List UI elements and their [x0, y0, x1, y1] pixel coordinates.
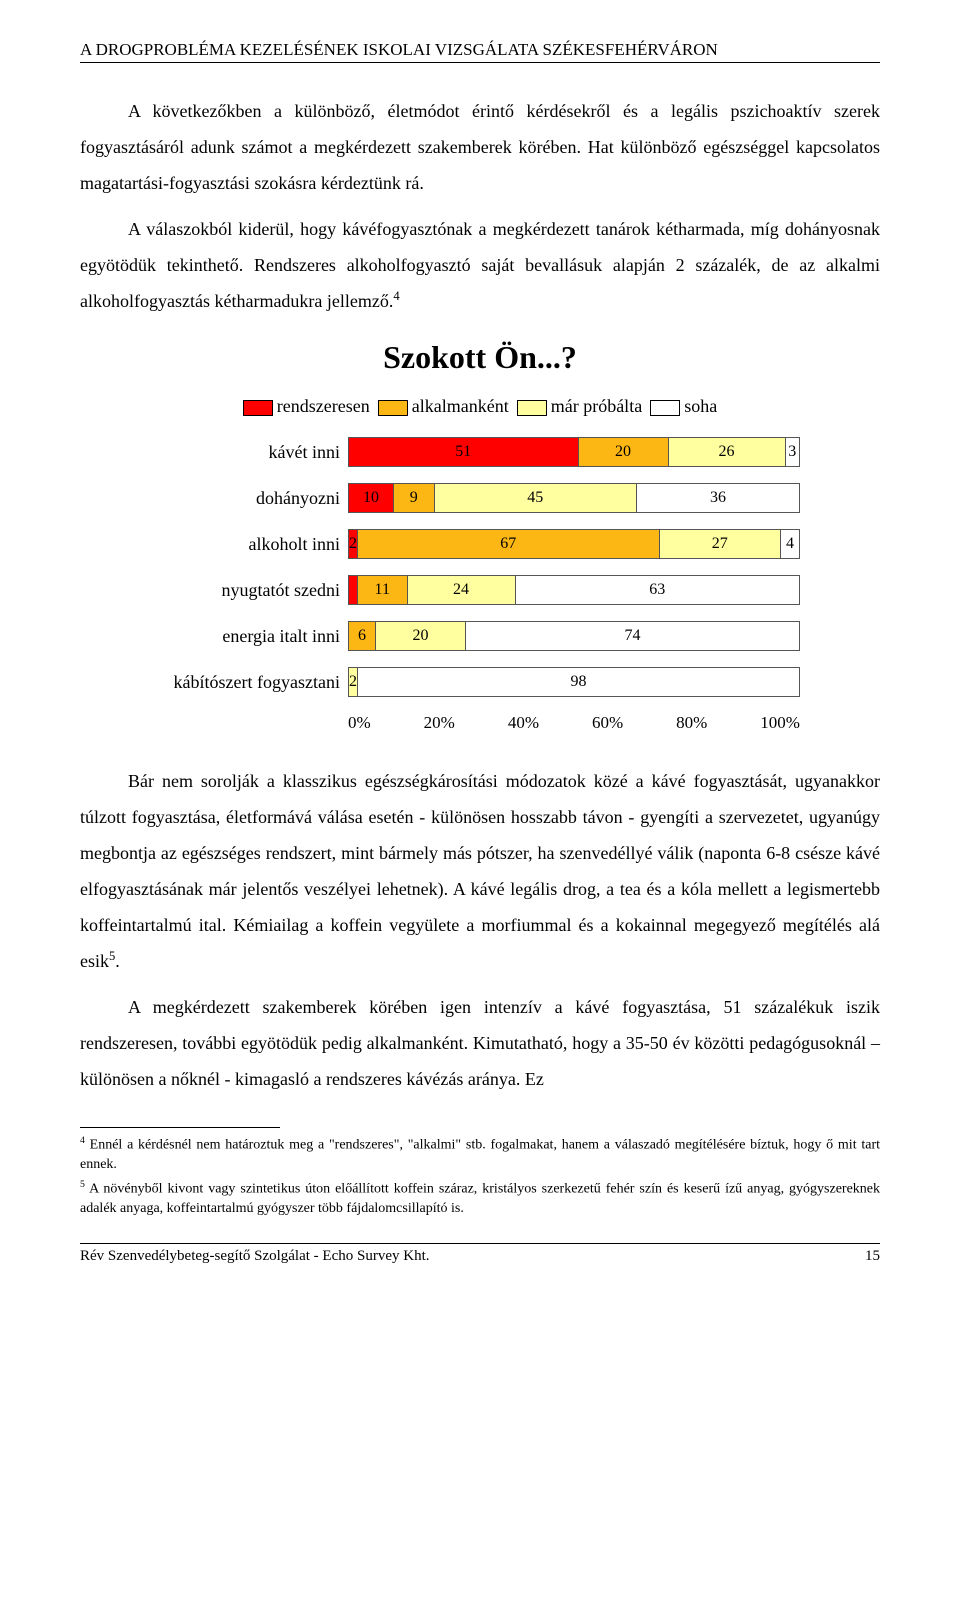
page-header: A DROGPROBLÉMA KEZELÉSÉNEK ISKOLAI VIZSG… [80, 40, 880, 63]
legend-item: alkalmanként [378, 396, 509, 417]
bar-segment: 67 [358, 530, 660, 558]
bar-segment: 45 [435, 484, 638, 512]
axis-tick: 60% [592, 713, 623, 733]
bar-segment: 51 [349, 438, 579, 466]
paragraph-1: A következőkben a különböző, életmódot é… [80, 93, 880, 201]
paragraph-3-tail: . [115, 951, 120, 971]
bar-track: 267274 [348, 529, 800, 559]
legend-label: rendszeresen [277, 396, 370, 416]
legend-label: soha [684, 396, 717, 416]
chart-row: kábítószert fogyasztani298 [160, 667, 800, 697]
axis-tick: 20% [424, 713, 455, 733]
footnote-separator [80, 1127, 280, 1128]
bar-segment: 6 [349, 622, 376, 650]
bar-segment: 20 [579, 438, 669, 466]
chart-row-label: dohányozni [160, 488, 348, 509]
bar-segment: 26 [669, 438, 786, 466]
paragraph-2-text: A válaszokból kiderül, hogy kávéfogyaszt… [80, 219, 880, 311]
chart-row: kávét inni5120263 [160, 437, 800, 467]
page-footer: Rév Szenvedélybeteg-segítő Szolgálat - E… [80, 1243, 880, 1265]
bar-segment: 24 [408, 576, 516, 604]
legend-item: rendszeresen [243, 396, 370, 417]
chart-row-label: kávét inni [160, 442, 348, 463]
chart-row: nyugtatót szedni112463 [160, 575, 800, 605]
chart-row-label: energia italt inni [160, 626, 348, 647]
paragraph-2: A válaszokból kiderül, hogy kávéfogyaszt… [80, 211, 880, 319]
bar-segment: 27 [660, 530, 782, 558]
bar-segment: 36 [637, 484, 799, 512]
legend-label: alkalmanként [412, 396, 509, 416]
bar-segment: 20 [376, 622, 466, 650]
stacked-bar-chart: kávét inni5120263dohányozni1094536alkoho… [160, 437, 800, 733]
bar-track: 1094536 [348, 483, 800, 513]
axis-tick: 40% [508, 713, 539, 733]
axis-tick: 100% [760, 713, 800, 733]
bar-track: 112463 [348, 575, 800, 605]
chart-row-label: nyugtatót szedni [160, 580, 348, 601]
chart-x-axis: 0% 20% 40% 60% 80% 100% [348, 713, 800, 733]
legend-swatch [243, 400, 273, 416]
footnote-5: 5 A növényből kivont vagy szintetikus út… [80, 1178, 880, 1218]
chart-title: Szokott Ön...? [80, 339, 880, 376]
chart-row-label: kábítószert fogyasztani [160, 672, 348, 693]
axis-tick: 80% [676, 713, 707, 733]
bar-track: 5120263 [348, 437, 800, 467]
legend-label: már próbálta [551, 396, 642, 416]
legend-swatch [517, 400, 547, 416]
chart-row: dohányozni1094536 [160, 483, 800, 513]
legend-item: már próbálta [517, 396, 642, 417]
bar-segment: 63 [516, 576, 800, 604]
bar-track: 62074 [348, 621, 800, 651]
bar-segment: 9 [394, 484, 435, 512]
bar-track: 298 [348, 667, 800, 697]
bar-segment: 2 [349, 668, 358, 696]
footnote-4-text: Ennél a kérdésnél nem határoztuk meg a "… [80, 1138, 880, 1172]
footnote-4: 4 Ennél a kérdésnél nem határoztuk meg a… [80, 1134, 880, 1174]
footer-page-number: 15 [865, 1248, 880, 1265]
footnote-5-text: A növényből kivont vagy szintetikus úton… [80, 1182, 880, 1216]
bar-segment: 3 [786, 438, 800, 466]
footer-left: Rév Szenvedélybeteg-segítő Szolgálat - E… [80, 1248, 430, 1265]
bar-segment: 98 [358, 668, 799, 696]
chart-row: energia italt inni62074 [160, 621, 800, 651]
bar-segment: 11 [358, 576, 408, 604]
bar-segment [349, 576, 358, 604]
paragraph-3: Bár nem sorolják a klasszikus egészségká… [80, 763, 880, 979]
bar-segment: 10 [349, 484, 394, 512]
paragraph-3-text: Bár nem sorolják a klasszikus egészségká… [80, 771, 880, 971]
chart-row-label: alkoholt inni [160, 534, 348, 555]
bar-segment: 2 [349, 530, 358, 558]
paragraph-4: A megkérdezett szakemberek körében igen … [80, 989, 880, 1097]
legend-item: soha [650, 396, 717, 417]
legend-swatch [378, 400, 408, 416]
bar-segment: 74 [466, 622, 799, 650]
legend-swatch [650, 400, 680, 416]
footnote-ref-4: 4 [393, 289, 399, 303]
bar-segment: 4 [781, 530, 799, 558]
chart-row: alkoholt inni267274 [160, 529, 800, 559]
axis-tick: 0% [348, 713, 371, 733]
chart-legend: rendszeresen alkalmanként már próbálta soha [80, 396, 880, 417]
